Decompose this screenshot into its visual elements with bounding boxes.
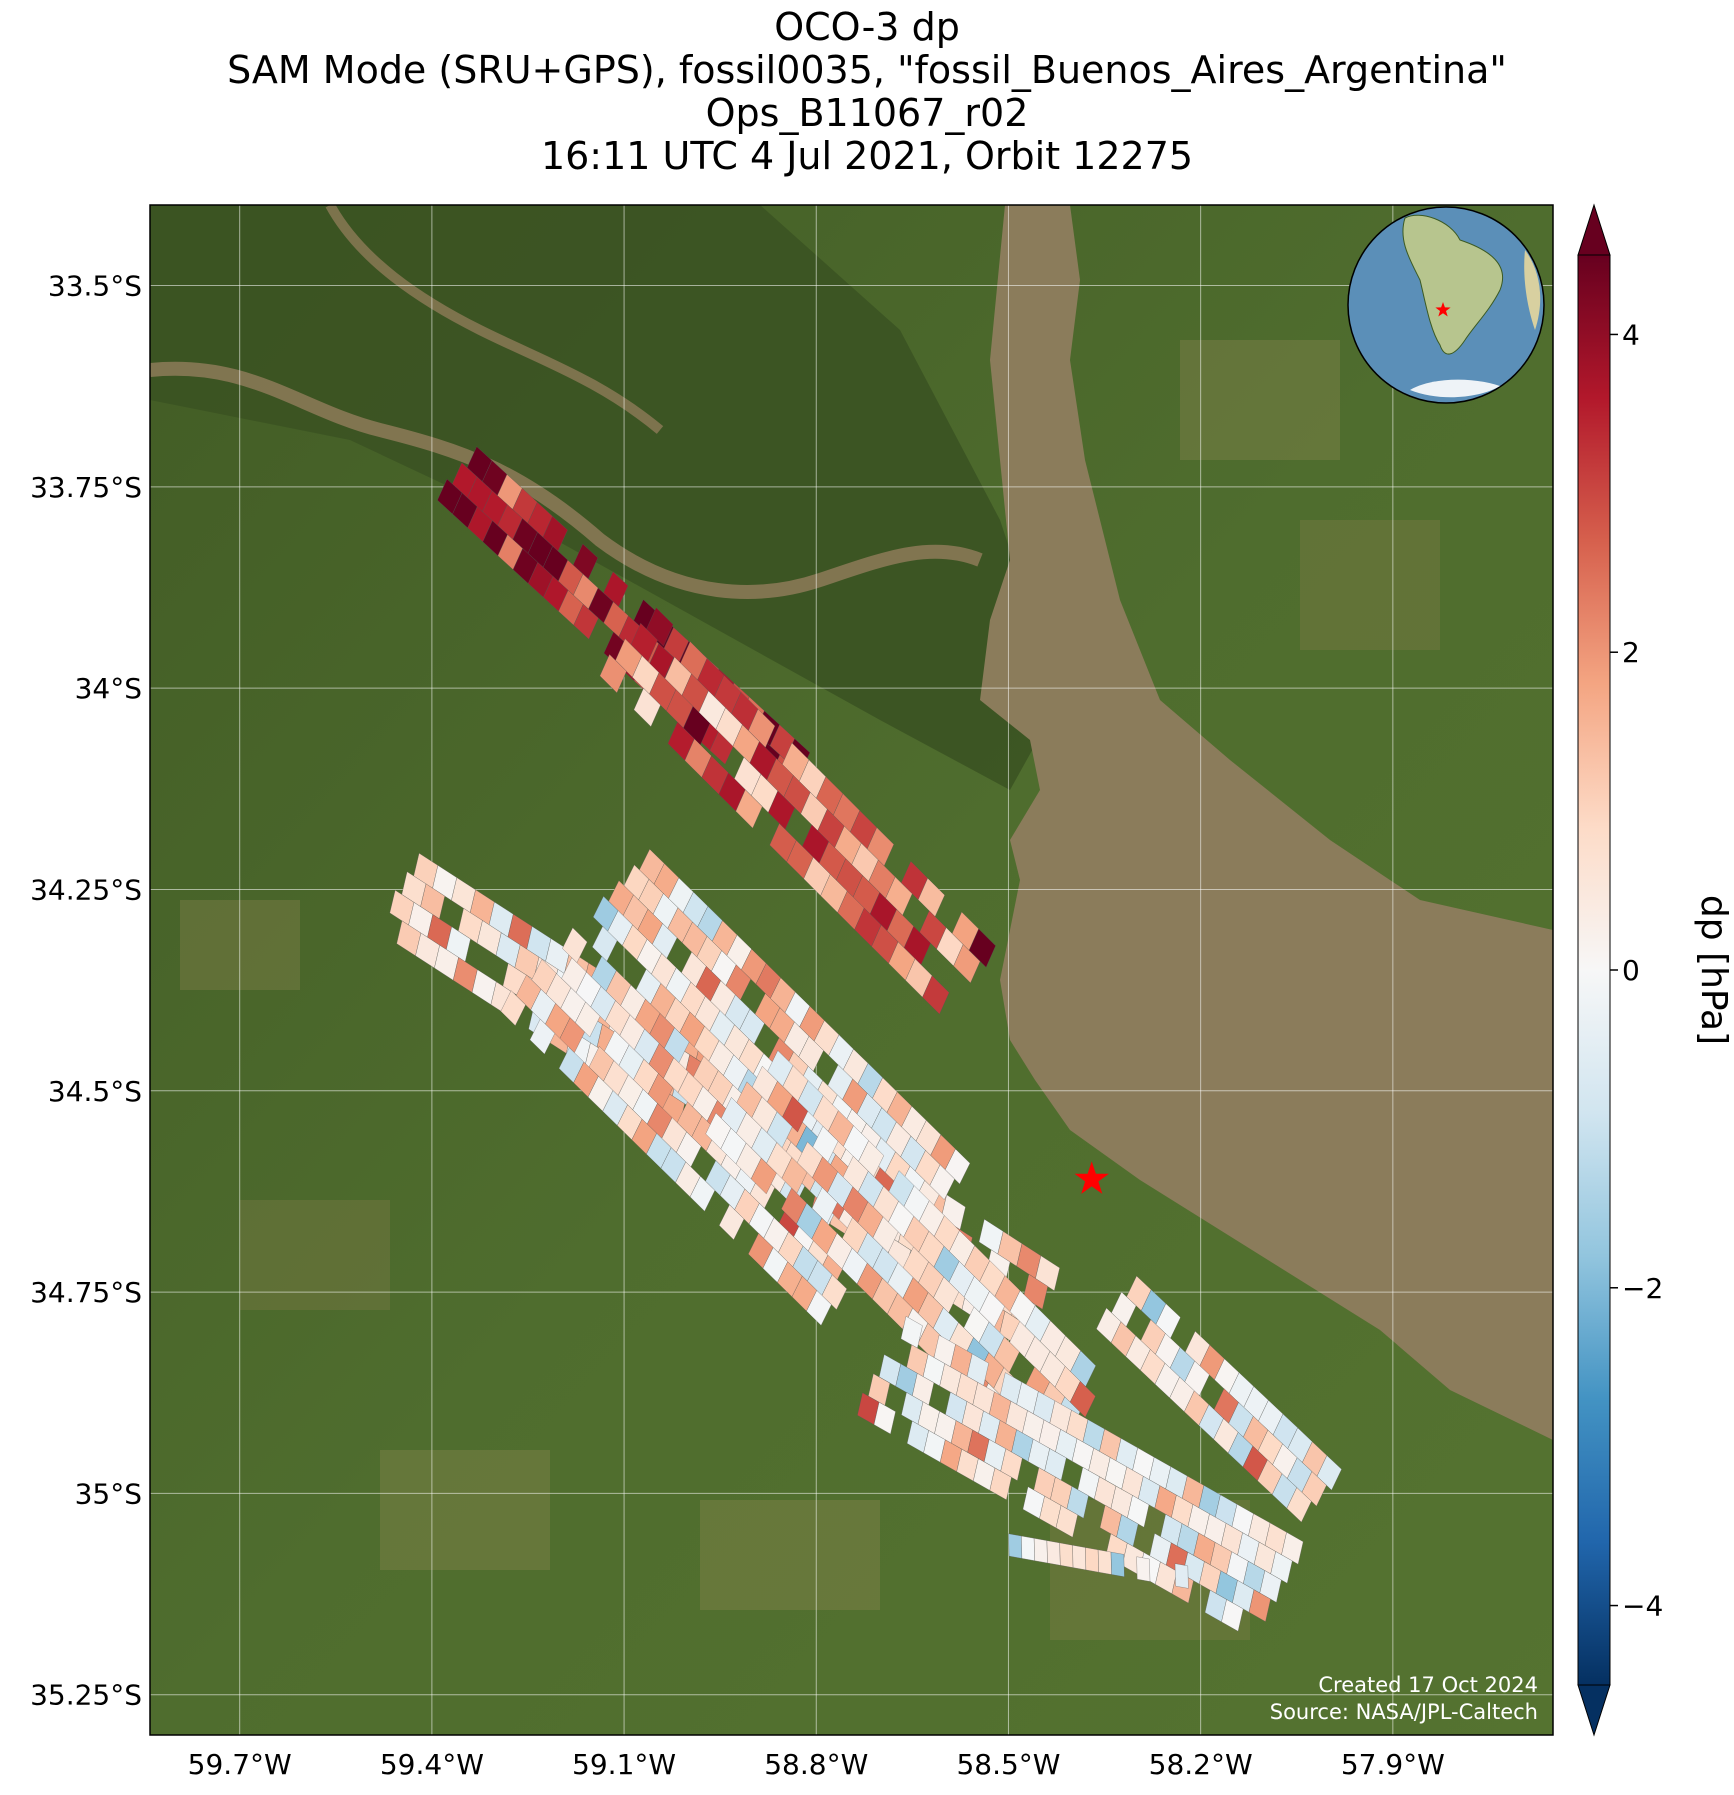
sounding-cell: [1066, 1486, 1089, 1519]
parana-delta: [150, 205, 1060, 790]
sounding-cell: [1000, 1448, 1023, 1481]
globe-inset: [1347, 206, 1545, 404]
sounding-cell: [922, 975, 950, 1015]
figure-title: OCO-3 dp SAM Mode (SRU+GPS), fossil0035,…: [0, 6, 1734, 178]
target-star-icon: [1074, 1161, 1109, 1194]
rio-de-la-plata: [980, 205, 1553, 1440]
colorbar-extend-min: [1577, 1684, 1611, 1737]
created-date: Created 17 Oct 2024: [1318, 1673, 1538, 1697]
lat-tick-label: 33.75°S: [30, 471, 142, 504]
sounding-cell: [1008, 1533, 1023, 1559]
lat-tick-label: 34.5°S: [48, 1075, 142, 1108]
sounding-cell: [1046, 1540, 1061, 1566]
sounding-cell: [646, 607, 674, 647]
sounding-cell: [806, 1290, 832, 1326]
lat-tick-label: 35.25°S: [30, 1679, 142, 1712]
sounding-cell: [1259, 1570, 1282, 1603]
colorbar-gradient: [1577, 254, 1611, 1686]
colorbar-tick-label: 0: [1622, 954, 1640, 987]
colorbar-tick-label: 2: [1622, 636, 1640, 669]
sounding-cell: [573, 603, 599, 640]
lon-tick-label: 58.2°W: [1149, 1748, 1253, 1781]
sounding-cell: [1035, 1255, 1060, 1291]
colorbar-extend-max: [1577, 203, 1611, 256]
sounding-cell: [1055, 1505, 1078, 1538]
sounding-cell: [1085, 1547, 1099, 1573]
sounding-cell: [735, 789, 763, 829]
sounding-cell: [1270, 1551, 1293, 1584]
south-america-shape: [1402, 214, 1504, 355]
sounding-cell: [529, 1018, 555, 1055]
sounding-cell: [1286, 1487, 1312, 1523]
map-frame: [149, 204, 1554, 1736]
sounding-cell: [500, 990, 526, 1026]
sounding-cell: [1136, 1556, 1151, 1582]
lon-tick-label: 59.1°W: [572, 1748, 676, 1781]
lat-tick-label: 35°S: [75, 1477, 142, 1510]
sounding-cell: [953, 944, 981, 984]
sounding-cell: [1097, 1549, 1112, 1575]
globe-target-icon: [1435, 302, 1451, 317]
sounding-cell: [1033, 1538, 1048, 1564]
latitude-ticks: 33.5°S 33.75°S 34°S 34.25°S 34.5°S 34.75°S 35°…: [30, 270, 142, 1712]
colorbar-ticks: 4 2 0 −2 −4: [1610, 318, 1663, 1623]
antarctica-shape: [1410, 379, 1500, 398]
lon-tick-label: 59.7°W: [188, 1748, 292, 1781]
sounding-cell: [1316, 1455, 1342, 1491]
sounding-cell: [945, 1148, 971, 1185]
sounding-cell: [1221, 1599, 1244, 1632]
sounding-cell: [1127, 1495, 1150, 1528]
sounding-cell: [873, 1401, 896, 1435]
sounding-cell: [1174, 1563, 1189, 1589]
sounding-cell: [821, 1274, 847, 1310]
title-line-2: SAM Mode (SRU+GPS), fossil0035, "fossil_…: [227, 48, 1507, 92]
title-line-3: Ops_B11067_r02: [705, 91, 1029, 135]
lat-tick-label: 34°S: [75, 672, 142, 705]
sounding-cell: [633, 687, 661, 727]
lon-tick-label: 57.9°W: [1341, 1748, 1445, 1781]
lon-tick-label: 58.8°W: [764, 1748, 868, 1781]
lat-tick-label: 34.75°S: [30, 1276, 142, 1309]
colorbar: 4 2 0 −2 −4 dp [hPa]: [1577, 203, 1734, 1737]
sounding-cell: [750, 1157, 777, 1195]
river-channel-2: [325, 205, 664, 434]
colorbar-tick-label: 4: [1622, 318, 1640, 351]
title-line-1: OCO-3 dp: [774, 5, 960, 49]
sounding-cell: [575, 1001, 601, 1038]
sounding-footprints: [389, 446, 1342, 1632]
lon-tick-label: 59.4°W: [380, 1748, 484, 1781]
sounding-cell: [989, 1467, 1012, 1501]
lon-tick-label: 58.5°W: [956, 1748, 1060, 1781]
sounding-cell: [929, 1164, 955, 1200]
river-channel: [150, 361, 983, 599]
sounding-cell: [1110, 1551, 1125, 1577]
lat-tick-label: 33.5°S: [48, 270, 142, 303]
longitude-ticks: 59.7°W 59.4°W 59.1°W 58.8°W 58.5°W 58.2°W 57.9…: [188, 1748, 1445, 1781]
colorbar-tick-label: −4: [1622, 1590, 1663, 1623]
sounding-cell: [1021, 1535, 1035, 1561]
sounding-cell: [1248, 1589, 1271, 1622]
sounding-cell: [1301, 1471, 1327, 1507]
sounding-cell: [1072, 1545, 1087, 1571]
africa-edge-shape: [1524, 250, 1541, 330]
source-credit: Source: NASA/JPL-Caltech: [1270, 1700, 1538, 1724]
sounding-cell: [968, 928, 996, 968]
sounding-cell: [689, 1175, 716, 1212]
lat-tick-label: 34.25°S: [30, 873, 142, 906]
colorbar-tick-label: −2: [1622, 1272, 1663, 1305]
map-area: Created 17 Oct 2024 Source: NASA/JPL-Cal…: [150, 205, 1553, 1735]
sounding-cell: [719, 1204, 745, 1240]
sounding-cell: [1059, 1542, 1074, 1568]
title-line-4: 16:11 UTC 4 Jul 2021, Orbit 12275: [540, 134, 1194, 178]
sounding-cell: [1281, 1532, 1304, 1565]
colorbar-label: dp [hPa]: [1693, 895, 1734, 1045]
sounding-cell: [599, 654, 627, 694]
